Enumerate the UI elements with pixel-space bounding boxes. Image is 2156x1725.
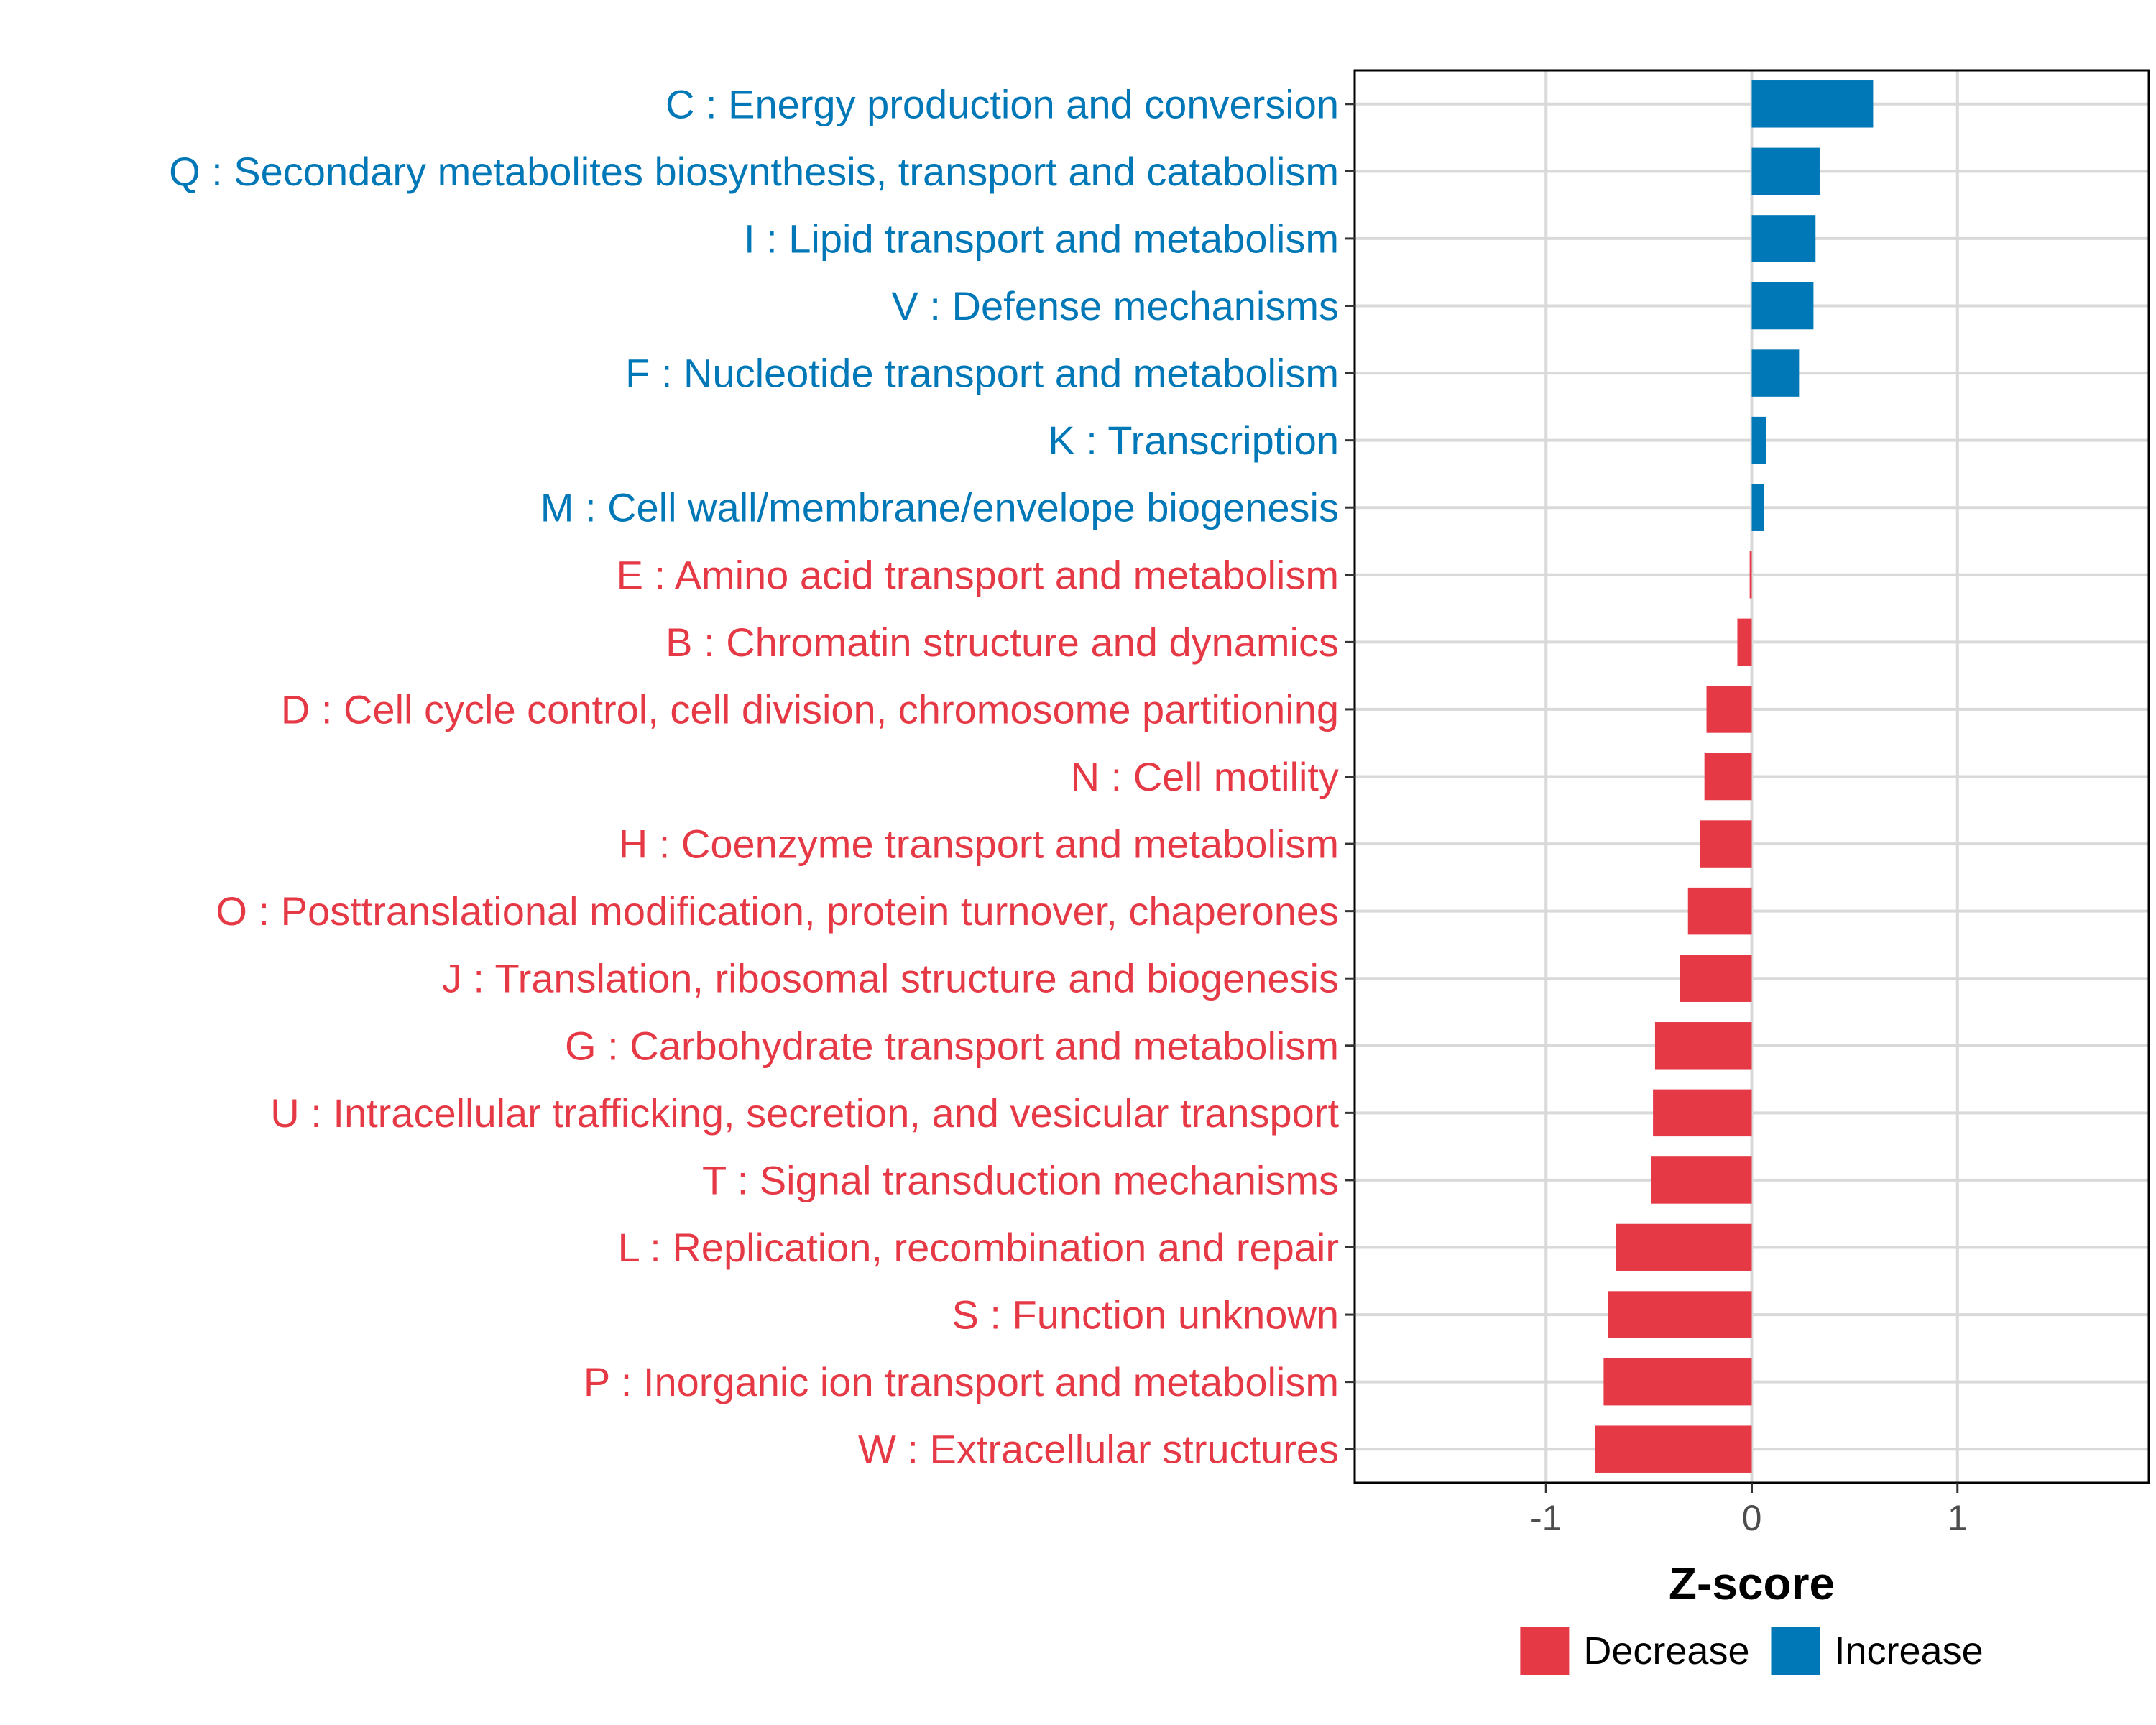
x-tick-label: -1: [1530, 1498, 1562, 1538]
bar: [1751, 282, 1814, 330]
bar: [1737, 618, 1752, 666]
category-label: L : Replication, recombination and repai…: [618, 1225, 1339, 1270]
category-label: V : Defense mechanisms: [892, 283, 1339, 328]
y-axis-ticks: [1345, 103, 1355, 1450]
bar: [1751, 416, 1766, 464]
bar: [1704, 753, 1752, 801]
x-tick-label: 0: [1742, 1498, 1762, 1538]
bar: [1751, 349, 1800, 397]
bar: [1603, 1358, 1752, 1406]
bar: [1595, 1425, 1752, 1473]
category-label: F : Nucleotide transport and metabolism: [625, 351, 1339, 396]
bar: [1653, 1089, 1752, 1137]
category-label: E : Amino acid transport and metabolism: [617, 552, 1339, 597]
category-label: Q : Secondary metabolites biosynthesis, …: [169, 149, 1339, 194]
category-label: P : Inorganic ion transport and metaboli…: [584, 1359, 1339, 1404]
legend-label: Decrease: [1583, 1629, 1749, 1673]
x-axis-ticks: [1544, 1483, 1959, 1493]
bar: [1706, 686, 1752, 733]
category-label: N : Cell motility: [1071, 754, 1339, 799]
bar: [1751, 80, 1874, 128]
bar: [1687, 887, 1752, 935]
category-label: W : Extracellular structures: [858, 1427, 1339, 1472]
bar: [1751, 215, 1816, 262]
legend-item: Increase: [1771, 1627, 1984, 1675]
category-label: O : Posttranslational modification, prot…: [216, 888, 1339, 934]
legend-swatch: [1520, 1627, 1570, 1675]
legend-label: Increase: [1834, 1629, 1983, 1673]
category-label: D : Cell cycle control, cell division, c…: [281, 686, 1339, 732]
bar: [1749, 551, 1752, 599]
bar: [1608, 1291, 1752, 1338]
bar: [1651, 1156, 1752, 1204]
category-label: U : Intracellular trafficking, secretion…: [270, 1090, 1339, 1136]
category-label: B : Chromatin structure and dynamics: [665, 620, 1339, 665]
category-label: T : Signal transduction mechanisms: [702, 1157, 1339, 1202]
category-label: H : Coenzyme transport and metabolism: [619, 822, 1339, 867]
category-label: M : Cell wall/membrane/envelope biogenes…: [540, 485, 1339, 530]
bar: [1616, 1223, 1752, 1271]
bar: [1751, 147, 1820, 196]
bar: [1654, 1022, 1752, 1070]
legend-swatch: [1771, 1627, 1820, 1675]
x-axis-title: Z-score: [1669, 1558, 1835, 1609]
bars: [1595, 80, 1874, 1473]
category-label: G : Carbohydrate transport and metabolis…: [565, 1023, 1339, 1068]
bar: [1751, 484, 1764, 531]
category-labels: C : Energy production and conversion Q : …: [169, 81, 1339, 1471]
x-tick-labels: -1 0 1: [1530, 1498, 1968, 1538]
legend: Decrease Increase: [1520, 1627, 1984, 1675]
bar: [1680, 954, 1752, 1002]
x-tick-label: 1: [1948, 1498, 1968, 1538]
category-label: C : Energy production and conversion: [665, 81, 1339, 126]
category-label: S : Function unknown: [952, 1292, 1339, 1338]
category-label: I : Lipid transport and metabolism: [744, 216, 1339, 261]
category-label: J : Translation, ribosomal structure and…: [442, 956, 1339, 1001]
category-label: K : Transcription: [1048, 418, 1339, 463]
bar: [1700, 820, 1752, 868]
legend-item: Decrease: [1520, 1627, 1749, 1675]
